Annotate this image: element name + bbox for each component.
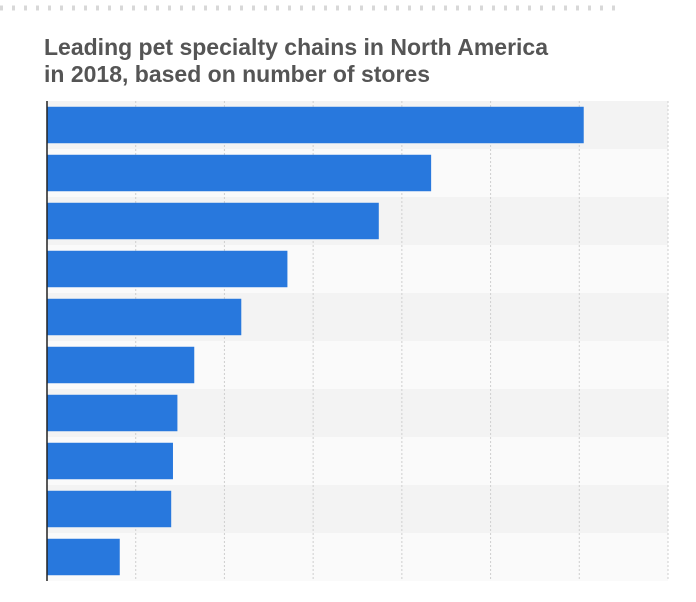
bar bbox=[47, 538, 120, 576]
chart-title-line: in 2018, based on number of stores bbox=[44, 61, 430, 87]
bar bbox=[47, 202, 379, 240]
bar bbox=[47, 346, 195, 384]
bar bbox=[47, 154, 432, 192]
chart-title: Leading pet specialty chains in North Am… bbox=[44, 34, 554, 87]
row-band bbox=[47, 533, 668, 581]
bar bbox=[47, 394, 178, 432]
chart-title-line: Leading pet specialty chains in North Am… bbox=[44, 34, 548, 60]
bar bbox=[47, 250, 288, 288]
plot bbox=[46, 101, 669, 581]
bar bbox=[47, 106, 584, 144]
bar bbox=[47, 298, 242, 336]
bar bbox=[47, 490, 172, 528]
bar bbox=[47, 442, 173, 480]
